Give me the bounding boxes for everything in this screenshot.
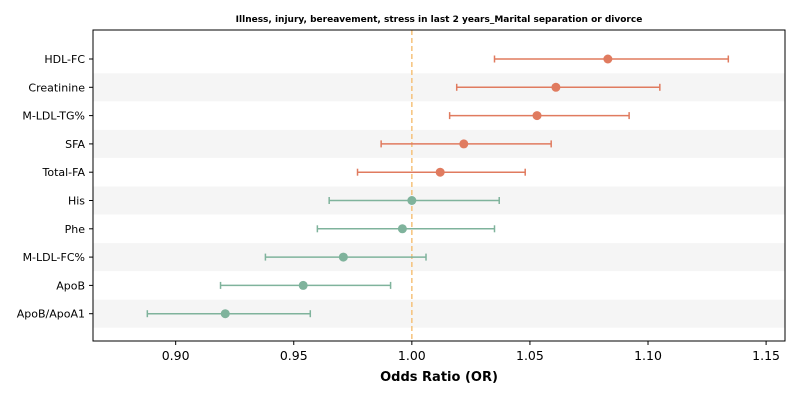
- or-point: [220, 309, 230, 319]
- y-tick-label: His: [68, 195, 85, 208]
- x-tick-label: 1.10: [634, 348, 662, 363]
- x-tick-label: 1.00: [398, 348, 426, 363]
- x-tick-label: 1.15: [752, 348, 780, 363]
- x-tick-label: 0.90: [162, 348, 190, 363]
- or-point: [435, 167, 445, 177]
- y-tick-label: ApoB/ApoA1: [17, 308, 85, 321]
- plot-frame: [92, 29, 786, 342]
- x-axis: 0.90 0.95 1.00 1.05 1.10 1.15: [162, 341, 780, 363]
- y-tick-label: Creatinine: [28, 81, 85, 94]
- or-point: [338, 252, 348, 262]
- plot-marks: [146, 54, 730, 319]
- y-tick-label: SFA: [65, 138, 85, 151]
- x-axis-label: Odds Ratio (OR): [380, 370, 498, 385]
- or-point: [459, 139, 469, 149]
- y-tick-label: M-LDL-FC%: [23, 251, 85, 264]
- y-tick-label: M-LDL-TG%: [22, 110, 85, 123]
- or-point: [298, 280, 308, 290]
- y-tick-label: ApoB: [56, 279, 85, 292]
- row-band: [93, 243, 785, 272]
- chart-title: Illness, injury, bereavement, stress in …: [236, 15, 643, 25]
- or-point: [407, 196, 417, 205]
- x-tick-label: 1.05: [516, 348, 544, 363]
- or-point: [532, 111, 542, 121]
- x-tick-label: 0.95: [280, 348, 308, 363]
- y-tick-label: Phe: [65, 223, 86, 236]
- or-point: [603, 54, 613, 64]
- or-point: [397, 224, 407, 234]
- y-tick-label: Total-FA: [41, 166, 85, 179]
- y-tick-label: HDL-FC: [44, 53, 85, 66]
- row-band: [93, 73, 785, 102]
- or-point: [551, 82, 561, 92]
- y-axis: HDL-FC Creatinine M-LDL-TG% SFA Total-FA His P…: [17, 53, 93, 321]
